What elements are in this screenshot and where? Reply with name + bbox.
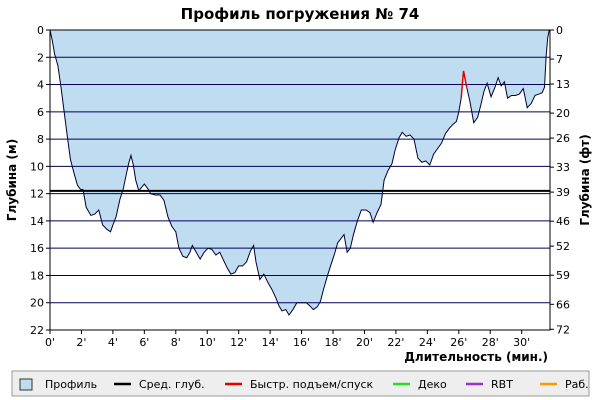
y-tick-label-left: 10 — [30, 160, 44, 173]
x-tick-label: 22' — [387, 336, 404, 349]
x-tick-label: 0' — [45, 336, 55, 349]
x-tick-label: 10' — [199, 336, 216, 349]
x-tick-label: 26' — [450, 336, 467, 349]
y-tick-label-right: 7 — [556, 53, 563, 66]
y-tick-label-left: 2 — [37, 51, 44, 64]
legend: Профиль Сред. глуб. Быстр. подъем/спуск Дек… — [11, 370, 590, 397]
x-tick-label: 20' — [356, 336, 373, 349]
x-tick-label: 18' — [325, 336, 342, 349]
legend-label: Деко — [418, 378, 447, 391]
y-tick-label-left: 16 — [30, 242, 44, 255]
legend-swatch-profile — [19, 378, 33, 391]
y-tick-label-left: 18 — [30, 269, 44, 282]
y-axis-label-right: Глубина (фт) — [578, 134, 592, 225]
x-tick-label: 14' — [262, 336, 279, 349]
x-tick-label: 2' — [76, 336, 86, 349]
x-tick-label: 28' — [482, 336, 499, 349]
x-tick-label: 4' — [108, 336, 118, 349]
y-tick-label-right: 33 — [556, 161, 570, 174]
x-tick-label: 24' — [419, 336, 436, 349]
y-tick-label-left: 20 — [30, 297, 44, 310]
y-tick-label-left: 4 — [37, 79, 44, 92]
plot-frame — [49, 29, 551, 331]
x-axis-label: Длительность (мин.) — [404, 350, 548, 364]
legend-label: Раб. — [565, 378, 589, 391]
plot-area: 0246810121416182022071320263339465259667… — [30, 24, 570, 349]
y-tick-label-right: 0 — [556, 24, 563, 37]
y-tick-label-left: 0 — [37, 24, 44, 37]
y-axis-label-left: Глубина (м) — [5, 139, 19, 221]
x-tick-label: 6' — [139, 336, 149, 349]
chart-title: Профиль погружения № 74 — [181, 5, 420, 23]
y-tick-label-right: 59 — [556, 269, 570, 282]
profile-line-1 — [49, 29, 462, 316]
rapid-ascent-line — [460, 70, 468, 99]
y-tick-label-right: 46 — [556, 215, 570, 228]
y-tick-label-right: 13 — [556, 78, 570, 91]
x-tick-label: 30' — [513, 336, 530, 349]
y-tick-label-right: 20 — [556, 107, 570, 120]
legend-box — [11, 370, 590, 397]
y-tick-label-left: 14 — [30, 215, 44, 228]
x-tick-label: 16' — [293, 336, 310, 349]
y-tick-label-right: 66 — [556, 298, 570, 311]
y-tick-label-right: 52 — [556, 240, 570, 253]
y-tick-label-left: 6 — [37, 106, 44, 119]
legend-label: RBT — [491, 378, 513, 391]
y-tick-label-left: 12 — [30, 188, 44, 201]
profile-line-2 — [466, 29, 550, 124]
legend-label: Сред. глуб. — [139, 378, 205, 391]
y-tick-label-right: 26 — [556, 132, 570, 145]
x-tick-label: 12' — [230, 336, 247, 349]
profile-area — [50, 30, 550, 315]
legend-label: Быстр. подъем/спуск — [250, 378, 374, 391]
y-tick-label-right: 39 — [556, 186, 570, 199]
legend-label: Профиль — [45, 378, 97, 391]
y-tick-label-left: 8 — [37, 133, 44, 146]
y-tick-label-left: 22 — [30, 324, 44, 337]
x-tick-label: 8' — [171, 336, 181, 349]
y-tick-label-right: 72 — [556, 323, 570, 336]
